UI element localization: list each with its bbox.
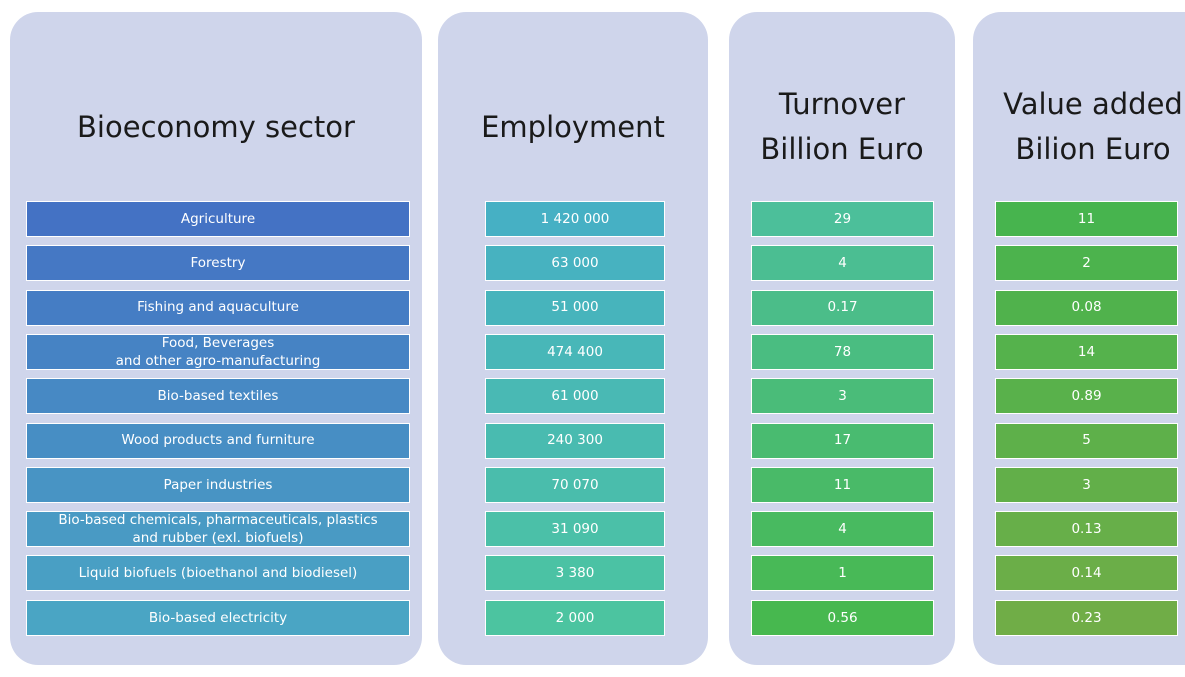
column-header: Bioeconomy sector xyxy=(77,109,355,144)
table-cell: 31 090 xyxy=(485,511,665,548)
table-cell: 2 xyxy=(995,245,1178,282)
table-cell: 11 xyxy=(751,466,934,503)
table-cell: 4 xyxy=(751,245,934,282)
table-cell: Bio-based textiles xyxy=(26,378,410,415)
table-cell: Bio-based chemicals, pharmaceuticals, pl… xyxy=(26,511,410,548)
table-cell: 5 xyxy=(995,422,1178,459)
table-cell: 3 380 xyxy=(485,555,665,592)
table-cell: 0.14 xyxy=(995,555,1178,592)
table-cell: 51 000 xyxy=(485,289,665,326)
table-cell: 474 400 xyxy=(485,333,665,370)
table-cell: 4 xyxy=(751,511,934,548)
table-cell: 78 xyxy=(751,333,934,370)
column-header: Turnover Billion Euro xyxy=(760,87,924,166)
column: Employment 1 420 000 63 000 51 000 474 400 61… xyxy=(438,12,708,665)
table-cell: 0.23 xyxy=(995,599,1178,636)
column: Bioeconomy sector Agriculture Forestry Fish… xyxy=(10,12,422,665)
table-cell: 0.13 xyxy=(995,511,1178,548)
table-cell: 0.17 xyxy=(751,289,934,326)
table-cell: Liquid biofuels (bioethanol and biodiese… xyxy=(26,555,410,592)
table-cell: 1 xyxy=(751,555,934,592)
table-cell: Paper industries xyxy=(26,466,410,503)
table-cell: Fishing and aquaculture xyxy=(26,289,410,326)
table-cell: 0.08 xyxy=(995,289,1178,326)
column-header: Value added Bilion Euro xyxy=(1003,87,1183,166)
column: Value added Bilion Euro 11 2 0.08 14 0.89 5 3 0.… xyxy=(973,12,1185,665)
table-cell: Wood products and furniture xyxy=(26,422,410,459)
table-cell: 17 xyxy=(751,422,934,459)
table-cell: 63 000 xyxy=(485,245,665,282)
table-cell: 70 070 xyxy=(485,466,665,503)
table-cell: 0.56 xyxy=(751,599,934,636)
column: Turnover Billion Euro 29 4 0.17 78 3 17 11 4 1 0.5… xyxy=(729,12,955,665)
table-cell: 14 xyxy=(995,333,1178,370)
table-cell: 0.89 xyxy=(995,378,1178,415)
table-cell: Forestry xyxy=(26,245,410,282)
column-header: Employment xyxy=(481,109,665,144)
table-cell: 3 xyxy=(995,466,1178,503)
table-cell: 1 420 000 xyxy=(485,201,665,237)
table-cell: Bio-based electricity xyxy=(26,599,410,636)
table-cell: 3 xyxy=(751,378,934,415)
table-cell: 240 300 xyxy=(485,422,665,459)
table-cell: 2 000 xyxy=(485,599,665,636)
table-cell: 61 000 xyxy=(485,378,665,415)
table-cell: 29 xyxy=(751,201,934,237)
table-cell: Food, Beverages and other agro-manufactu… xyxy=(26,333,410,370)
table-cell: 11 xyxy=(995,201,1178,237)
table-cell: Agriculture xyxy=(26,201,410,237)
